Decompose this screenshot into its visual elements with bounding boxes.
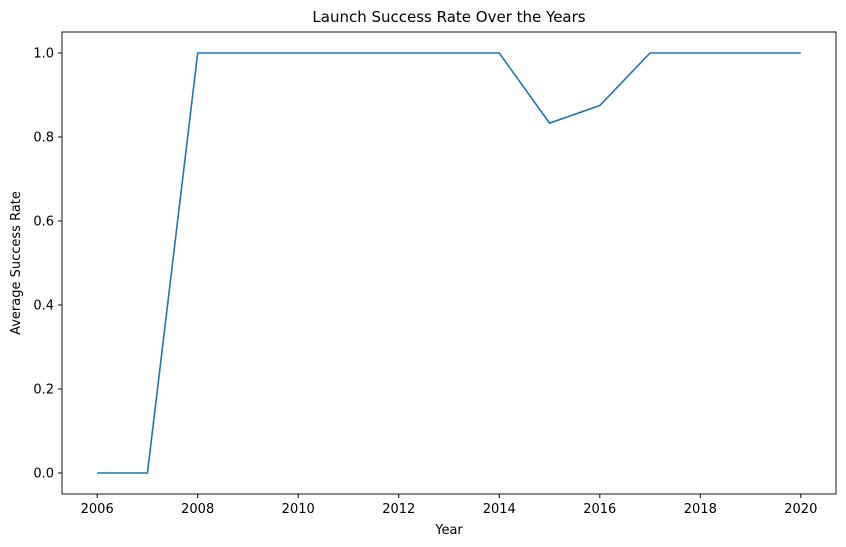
x-axis-label: Year <box>434 523 463 538</box>
x-tick-label: 2012 <box>382 502 415 517</box>
x-tick-label: 2008 <box>181 502 214 517</box>
y-tick-label: 0.4 <box>33 299 54 314</box>
y-axis-label: Average Success Rate <box>9 191 24 335</box>
y-tick-label: 0.6 <box>33 215 54 230</box>
data-line <box>97 52 801 474</box>
y-tick-label: 0.2 <box>33 383 54 398</box>
axes-frame <box>61 31 837 495</box>
y-tick-label: 0.0 <box>33 467 54 482</box>
x-tick-label: 2020 <box>784 502 817 517</box>
x-tick-label: 2018 <box>684 502 717 517</box>
x-tick-label: 2016 <box>583 502 616 517</box>
y-tick-label: 1.0 <box>33 47 54 62</box>
x-tick-label: 2010 <box>282 502 315 517</box>
x-tick-label: 2014 <box>483 502 516 517</box>
y-tick-label: 0.8 <box>33 131 54 146</box>
x-tick-label: 2006 <box>81 502 114 517</box>
chart-title: Launch Success Rate Over the Years <box>312 8 585 26</box>
